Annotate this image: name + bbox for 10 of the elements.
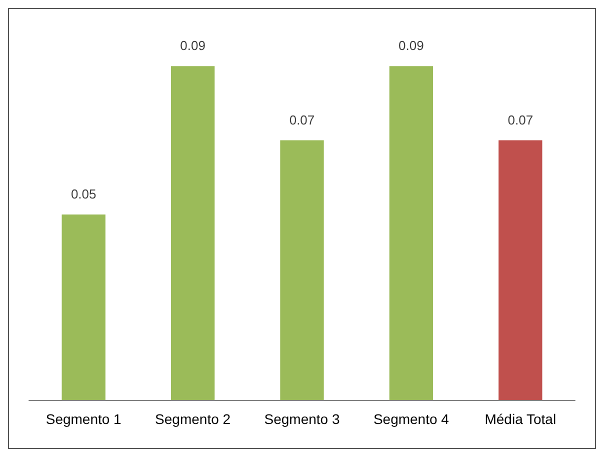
data-label: 0.05 — [70, 186, 96, 202]
x-tick-label: Segmento 2 — [155, 411, 231, 427]
data-label: 0.07 — [508, 112, 534, 128]
x-tick-label: Segmento 4 — [373, 411, 450, 427]
data-label: 0.07 — [289, 112, 315, 128]
x-tick-label: Segmento 1 — [46, 411, 122, 427]
x-tick-label: Média Total — [484, 411, 556, 427]
data-label: 0.09 — [180, 38, 206, 54]
x-tick-label: Segmento 3 — [264, 411, 340, 427]
data-label: 0.09 — [398, 38, 424, 54]
